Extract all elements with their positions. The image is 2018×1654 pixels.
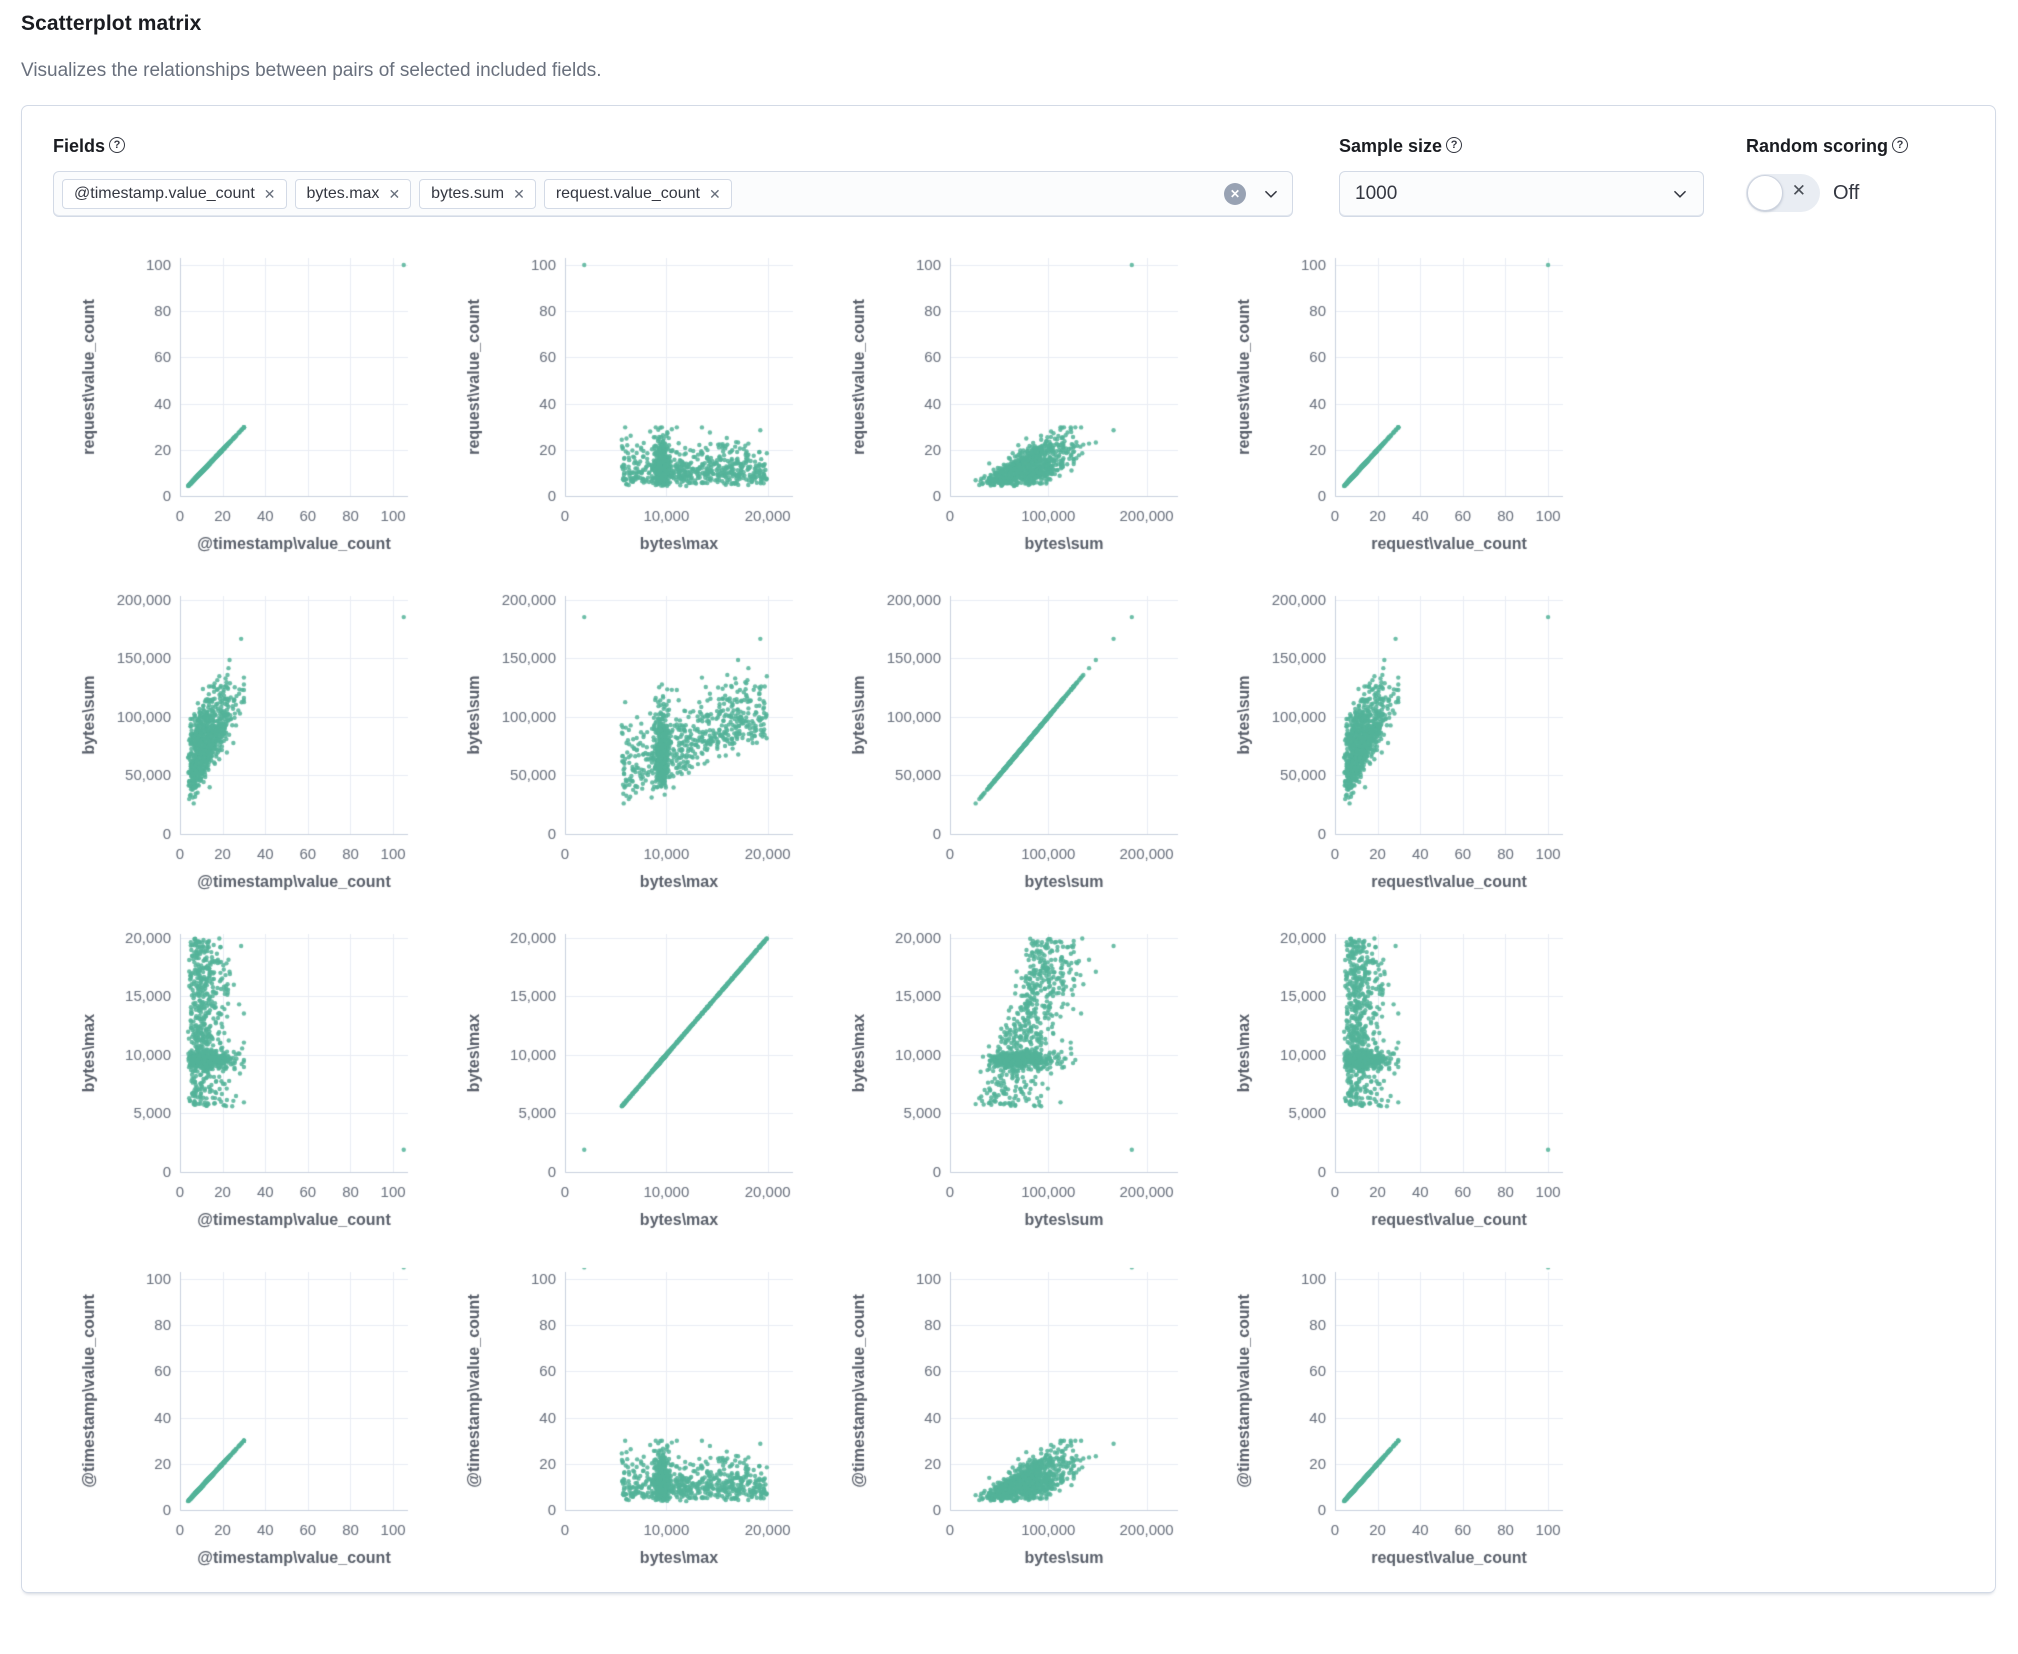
field-pill[interactable]: @timestamp.value_count ✕ [62, 179, 287, 209]
scatter-canvas [832, 920, 1217, 1258]
scatter-canvas [832, 1258, 1217, 1596]
close-icon[interactable]: ✕ [388, 186, 401, 202]
scatter-canvas [1217, 244, 1602, 582]
scatter-chart-s-vs-m [447, 582, 832, 920]
scatter-chart-r-vs-r [1217, 244, 1602, 582]
fields-label: Fields ? [53, 136, 1293, 162]
page-title: Scatterplot matrix [21, 12, 202, 35]
field-pill-label: bytes.max [306, 185, 380, 202]
fields-group: Fields ? @timestamp.value_count ✕ bytes.… [53, 136, 1293, 217]
scatter-canvas [447, 1258, 832, 1596]
fields-label-text: Fields [53, 136, 106, 156]
scatter-chart-s-vs-t [62, 582, 447, 920]
scatter-chart-t-vs-r [1217, 1258, 1602, 1596]
field-pill[interactable]: request.value_count ✕ [543, 179, 732, 209]
close-icon[interactable]: ✕ [263, 186, 276, 202]
chevron-down-icon [1671, 185, 1689, 203]
scatter-chart-m-vs-m [447, 920, 832, 1258]
scatter-chart-s-vs-r [1217, 582, 1602, 920]
scatter-chart-t-vs-m [447, 1258, 832, 1596]
scatter-canvas [1217, 582, 1602, 920]
random-scoring-group: Random scoring ? ✕ Off [1746, 136, 1909, 212]
fields-combobox[interactable]: @timestamp.value_count ✕ bytes.max ✕ byt… [53, 171, 1293, 217]
combobox-icons: ✕ [1224, 183, 1280, 205]
scatter-canvas [832, 244, 1217, 582]
sample-size-select[interactable]: 1000 [1339, 171, 1704, 217]
scatter-chart-t-vs-t [62, 1258, 447, 1596]
random-scoring-label: Random scoring ? [1746, 136, 1909, 162]
selected-field-pills: @timestamp.value_count ✕ bytes.max ✕ byt… [62, 179, 1224, 209]
scatter-canvas [447, 920, 832, 1258]
scatter-chart-m-vs-r [1217, 920, 1602, 1258]
field-pill-label: request.value_count [555, 185, 700, 202]
scatter-chart-r-vs-t [62, 244, 447, 582]
toggle-off-x-icon: ✕ [1791, 181, 1806, 200]
field-pill-label: bytes.sum [431, 185, 505, 202]
sample-size-label: Sample size ? [1339, 136, 1704, 162]
scatter-chart-r-vs-s [832, 244, 1217, 582]
sample-size-group: Sample size ? 1000 [1339, 136, 1704, 217]
scatter-chart-m-vs-t [62, 920, 447, 1258]
close-icon[interactable]: ✕ [708, 186, 721, 202]
scatter-canvas [447, 582, 832, 920]
scatter-chart-t-vs-s [832, 1258, 1217, 1596]
field-pill[interactable]: bytes.max ✕ [294, 179, 412, 209]
scatterplot-matrix-grid [62, 244, 1964, 1596]
scatter-chart-s-vs-s [832, 582, 1217, 920]
controls-row: Fields ? @timestamp.value_count ✕ bytes.… [53, 136, 1964, 217]
scatter-chart-m-vs-s [832, 920, 1217, 1258]
toggle-knob [1747, 175, 1783, 211]
page-subtitle: Visualizes the relationships between pai… [21, 60, 602, 81]
random-scoring-toggle[interactable]: ✕ [1746, 174, 1820, 212]
chevron-down-icon[interactable] [1262, 185, 1280, 203]
scatter-canvas [447, 244, 832, 582]
clear-all-fields-icon[interactable]: ✕ [1224, 183, 1246, 205]
scatterplot-matrix-panel: Fields ? @timestamp.value_count ✕ bytes.… [21, 105, 1996, 1596]
random-scoring-label-text: Random scoring [1746, 136, 1889, 156]
help-icon[interactable]: ? [109, 137, 126, 153]
random-scoring-toggle-row: ✕ Off [1746, 174, 1908, 212]
scatter-canvas [62, 582, 447, 920]
scatter-canvas [832, 582, 1217, 920]
scatter-canvas [62, 920, 447, 1258]
sample-size-value: 1000 [1355, 183, 1398, 204]
scatter-canvas [1217, 1258, 1602, 1596]
scatter-chart-r-vs-m [447, 244, 832, 582]
scatter-canvas [62, 244, 447, 582]
close-icon[interactable]: ✕ [513, 186, 525, 202]
field-pill-label: @timestamp.value_count [74, 185, 255, 202]
sample-size-label-text: Sample size [1339, 136, 1443, 156]
help-icon[interactable]: ? [1892, 137, 1909, 153]
scatterplot-matrix-page: Scatterplot matrix Visualizes the relati… [21, 12, 1996, 1596]
help-icon[interactable]: ? [1446, 137, 1463, 153]
scatter-canvas [62, 1258, 447, 1596]
scatter-canvas [1217, 920, 1602, 1258]
field-pill[interactable]: bytes.sum ✕ [419, 179, 536, 209]
toggle-state-label: Off [1833, 181, 1860, 204]
